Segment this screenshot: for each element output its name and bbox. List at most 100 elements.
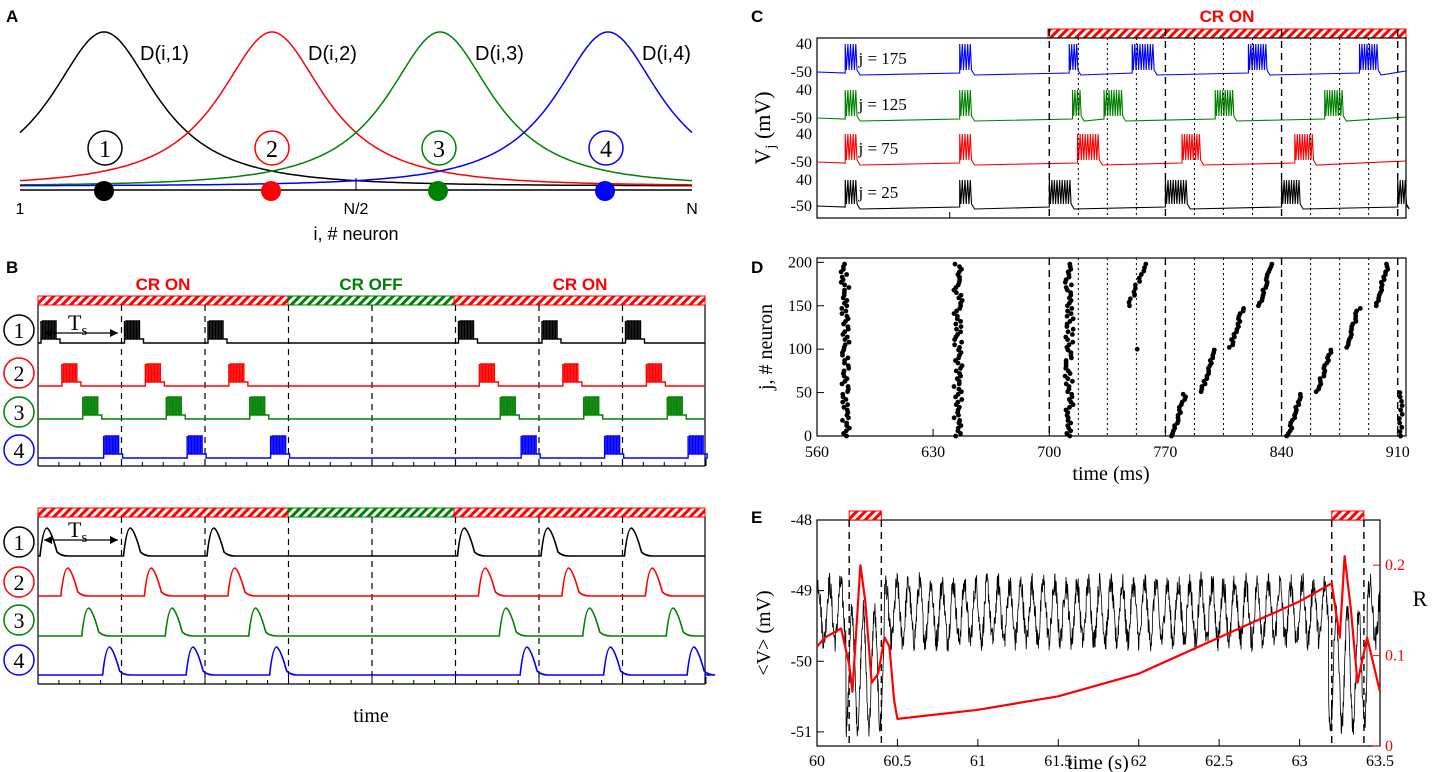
c-traces — [816, 43, 1410, 210]
d-spike-point — [1354, 308, 1359, 314]
a-site-dot-4 — [595, 181, 615, 201]
b-top-neuron-label-1: 1 — [14, 318, 25, 343]
d-spike-point — [1069, 306, 1075, 311]
d-spike-point — [845, 355, 851, 361]
b-top-trace-3 — [38, 396, 705, 420]
b-band-off — [287, 295, 455, 306]
d-spike-point — [1384, 261, 1389, 267]
d-spike-point — [1064, 313, 1070, 319]
c-trace-1 — [816, 43, 1407, 76]
d-spike-point — [1070, 378, 1075, 384]
b-top-neuron-circle-1 — [3, 314, 35, 346]
d-spike-point — [1133, 282, 1138, 288]
d-spike-point — [953, 433, 959, 439]
e-xtick: 62 — [1131, 753, 1147, 770]
c-band-label: CR ON — [1200, 7, 1255, 26]
panel-e: 60 60.5 61 61.5 62 62.5 63 63.5 -48 -49 -50 -51 0 0.1… — [753, 510, 1428, 772]
d-spike-point — [1180, 391, 1186, 397]
a-site-dot-1 — [94, 181, 114, 201]
b-top-neuron-label-2: 2 — [14, 361, 25, 386]
e-cr-band-2 — [1331, 510, 1365, 521]
e-series-v — [816, 571, 1381, 738]
e-ytick-left: -50 — [791, 653, 812, 670]
d-spike-point — [1317, 376, 1323, 382]
d-spike-point — [959, 298, 965, 303]
d-spike-point — [840, 418, 845, 423]
a-site-label-4: 4 — [600, 137, 612, 163]
d-spike-point — [1398, 407, 1404, 413]
d-xtick: 630 — [921, 444, 945, 461]
d-spike-point — [844, 313, 850, 319]
d-spike-point — [959, 397, 965, 402]
c-ytick-bottom: -50 — [791, 64, 812, 81]
d-spike-point — [841, 404, 847, 410]
d-frame — [816, 257, 1407, 437]
a-curve-label-3: D(i,3) — [475, 43, 524, 65]
e-xtick: 60.5 — [883, 753, 911, 770]
d-spike-point — [846, 285, 852, 290]
c-ytick-top: 40 — [796, 126, 812, 143]
b-bottom-neuron-label-3: 3 — [14, 608, 25, 633]
d-spike-point — [1065, 329, 1071, 335]
e-xtick: 61.5 — [1044, 753, 1072, 770]
d-spike-point — [955, 399, 961, 405]
d-spike-point — [1357, 306, 1363, 311]
d-spike-point — [1063, 358, 1069, 363]
e-xlabel: time (s) — [1067, 752, 1129, 772]
b-bottom-neuron-label-1: 1 — [14, 530, 25, 555]
b-bottom-frame — [37, 517, 707, 685]
b-ts-label-top: Ts — [68, 310, 87, 339]
e-ytick-right: 0 — [1385, 738, 1393, 755]
e-xtick: 63.5 — [1366, 753, 1394, 770]
d-spike-point — [957, 418, 963, 423]
panel-label-e: E — [751, 508, 762, 527]
d-spike-point — [1062, 373, 1068, 379]
b-band-label-on-2: CR ON — [553, 275, 608, 294]
a-site-dot-3 — [428, 181, 448, 201]
d-axes: 560 630 700 770 840 910 0 50 100 150 200 — [788, 254, 1410, 461]
c-trace-4 — [816, 179, 1410, 210]
d-spike-point — [845, 384, 851, 389]
e-xtick: 63 — [1292, 753, 1308, 770]
e-axes: 60 60.5 61 61.5 62 62.5 63 63.5 -48 -49 -50 -51 0 0.1… — [791, 512, 1405, 770]
b-top-neuron-circle-4 — [3, 434, 35, 466]
a-curve-3 — [20, 31, 693, 186]
d-spike-point — [952, 261, 958, 267]
b-band-on-4 — [453, 507, 706, 518]
c-ytick-top: 40 — [796, 82, 812, 99]
c-vlines — [949, 29, 1399, 218]
d-spike-point — [951, 384, 957, 389]
c-ytick-bottom: -50 — [791, 198, 812, 215]
b-bottom-trace-2 — [38, 567, 705, 597]
d-spike-point — [1397, 420, 1402, 426]
a-xtick-1: 1 — [16, 201, 25, 218]
b-bottom-neuron-label-4: 4 — [14, 648, 25, 673]
d-ytick: 50 — [796, 385, 812, 402]
d-spike-point — [1397, 416, 1402, 421]
d-spike-point — [839, 306, 845, 311]
d-spike-point — [1136, 275, 1142, 281]
d-spike-point — [952, 342, 957, 348]
d-spike-point — [1069, 391, 1075, 397]
c-trace-3 — [816, 133, 1407, 166]
c-ytick-bottom: -50 — [791, 154, 812, 171]
e-ylabel-left: <V> (mV) — [753, 590, 775, 675]
a-site-dot-2 — [261, 181, 281, 201]
d-spike-point — [839, 311, 845, 316]
panel-label-a: A — [6, 7, 18, 26]
d-xtick: 910 — [1386, 444, 1410, 461]
d-spike-point — [839, 274, 845, 280]
d-spike-point — [844, 334, 850, 340]
e-ytick-right: 0.1 — [1385, 648, 1405, 665]
b-top-trace-2 — [38, 363, 705, 387]
d-spike-point — [842, 329, 848, 335]
d-spike-point — [1226, 345, 1232, 350]
b-top-neuron-circle-2 — [3, 357, 35, 389]
d-spike-point — [1068, 290, 1074, 296]
d-vlines — [1048, 258, 1399, 436]
d-spike-point — [1399, 398, 1404, 404]
a-xlabel: i, # neuron — [313, 224, 398, 244]
d-spike-point — [842, 358, 847, 363]
